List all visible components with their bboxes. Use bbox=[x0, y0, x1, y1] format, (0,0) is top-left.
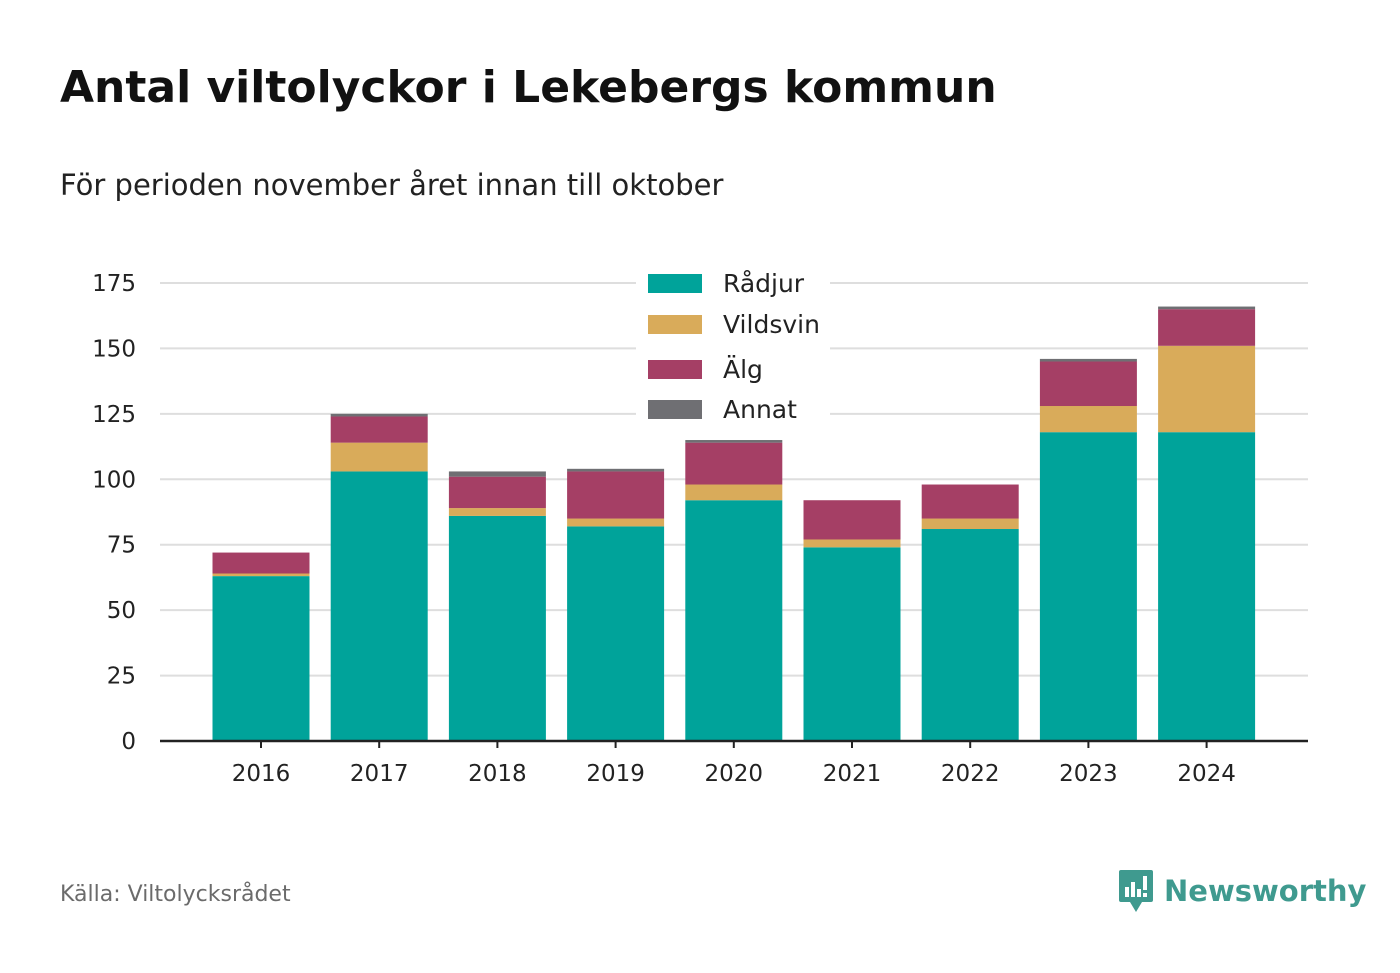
bar-vildsvin-2023 bbox=[1039, 406, 1137, 433]
y-tick-label: 0 bbox=[121, 729, 136, 755]
y-tick-label: 75 bbox=[107, 533, 136, 559]
legend-label: Annat bbox=[723, 395, 797, 424]
chart-title: Antal viltolyckor i Lekebergs kommun bbox=[60, 62, 997, 113]
bar-älg-2019 bbox=[567, 471, 665, 519]
y-tick-label: 125 bbox=[92, 402, 136, 428]
bar-älg-2023 bbox=[1039, 361, 1137, 407]
source-note: Källa: Viltolycksrådet bbox=[60, 882, 291, 907]
bar-älg-2020 bbox=[685, 442, 783, 485]
y-tick-label: 100 bbox=[92, 467, 136, 493]
bar-vildsvin-2021 bbox=[803, 539, 901, 548]
y-tick-label: 175 bbox=[92, 271, 136, 297]
bar-rådjur-2018 bbox=[448, 515, 546, 741]
chart-subtitle: För perioden november året innan till ok… bbox=[60, 168, 724, 202]
legend-swatch-annat bbox=[648, 400, 702, 419]
y-tick-label: 150 bbox=[92, 336, 136, 362]
bar-vildsvin-2016 bbox=[212, 573, 310, 577]
bar-vildsvin-2022 bbox=[921, 518, 1019, 530]
bar-rådjur-2023 bbox=[1039, 432, 1137, 741]
newsworthy-logo-icon bbox=[1119, 870, 1153, 912]
brand-name: Newsworthy bbox=[1164, 874, 1367, 908]
bar-rådjur-2020 bbox=[685, 500, 783, 741]
bar-rådjur-2019 bbox=[567, 526, 665, 741]
bar-rådjur-2024 bbox=[1158, 432, 1256, 741]
x-tick-label: 2018 bbox=[468, 761, 527, 787]
bar-vildsvin-2024 bbox=[1158, 345, 1256, 433]
bar-vildsvin-2020 bbox=[685, 484, 783, 501]
x-tick-label: 2024 bbox=[1177, 761, 1236, 787]
legend-swatch-älg bbox=[648, 360, 702, 379]
bar-rådjur-2017 bbox=[330, 471, 428, 741]
x-tick-label: 2016 bbox=[232, 761, 291, 787]
bar-annat-2024 bbox=[1158, 306, 1256, 310]
bar-annat-2023 bbox=[1039, 358, 1137, 362]
x-axis: 2016 2017 2018 2019 2020 2021 2022 2023 2024 bbox=[160, 739, 1308, 787]
bar-rådjur-2022 bbox=[921, 529, 1019, 741]
bar-vildsvin-2017 bbox=[330, 442, 428, 472]
y-tick-label: 25 bbox=[107, 664, 136, 690]
x-tick-label: 2023 bbox=[1059, 761, 1118, 787]
bar-älg-2022 bbox=[921, 484, 1019, 519]
bar-annat-2019 bbox=[567, 468, 665, 472]
bars bbox=[212, 306, 1256, 741]
bar-rådjur-2016 bbox=[212, 576, 310, 741]
bar-annat-2018 bbox=[448, 471, 546, 477]
legend: Rådjur Vildsvin Älg Annat bbox=[636, 262, 830, 432]
x-tick-label: 2020 bbox=[705, 761, 764, 787]
bar-älg-2021 bbox=[803, 500, 901, 540]
legend-swatch-vildsvin bbox=[648, 315, 702, 334]
y-axis-tick-labels: 0 25 50 75 100 125 150 175 bbox=[92, 271, 136, 755]
x-tick-label: 2022 bbox=[941, 761, 1000, 787]
bar-älg-2024 bbox=[1158, 309, 1256, 346]
bar-älg-2017 bbox=[330, 416, 428, 443]
bar-älg-2016 bbox=[212, 552, 310, 574]
legend-label: Vildsvin bbox=[723, 310, 820, 339]
x-tick-label: 2017 bbox=[350, 761, 409, 787]
bar-rådjur-2021 bbox=[803, 547, 901, 741]
bar-vildsvin-2018 bbox=[448, 508, 546, 516]
x-tick-label: 2021 bbox=[823, 761, 882, 787]
brand-logo[interactable]: Newsworthy bbox=[1118, 868, 1366, 914]
y-tick-label: 50 bbox=[107, 598, 136, 624]
legend-label: Rådjur bbox=[723, 269, 805, 298]
legend-swatch-rådjur bbox=[648, 274, 702, 293]
legend-label: Älg bbox=[723, 355, 763, 384]
bar-vildsvin-2019 bbox=[567, 518, 665, 527]
bar-annat-2020 bbox=[685, 440, 783, 443]
bar-älg-2018 bbox=[448, 476, 546, 509]
x-tick-label: 2019 bbox=[586, 761, 645, 787]
bar-annat-2017 bbox=[330, 413, 428, 417]
